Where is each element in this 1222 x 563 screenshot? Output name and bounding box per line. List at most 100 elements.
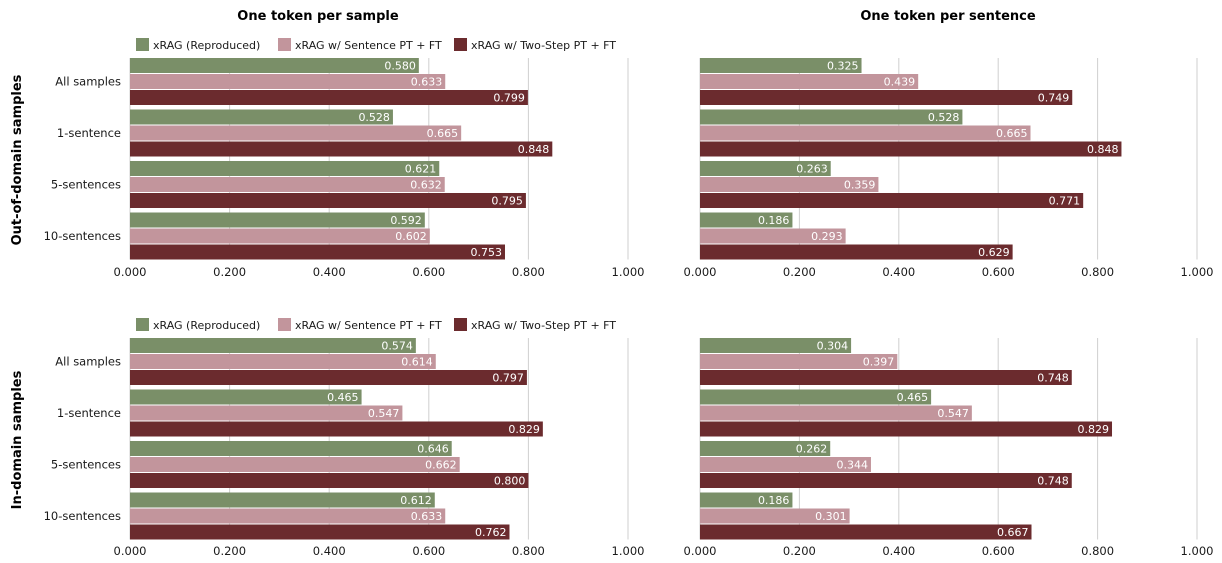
bar-value-label: 0.748 (1037, 372, 1069, 385)
bar (130, 58, 419, 73)
bar (130, 177, 445, 192)
chart-panel-1: 0.000 0.200 0.400 0.600 0.800 1.000 All sample… (44, 38, 644, 279)
bar-value-label: 0.574 (381, 340, 413, 353)
chart-panel-3: 0.000 0.200 0.400 0.600 0.800 1.000 All sample… (44, 318, 644, 558)
bar-value-label: 0.667 (997, 526, 1029, 539)
bar-value-label: 0.465 (327, 391, 359, 404)
legend-swatch (136, 318, 149, 331)
bar-value-label: 0.262 (796, 443, 828, 456)
bar-value-label: 0.439 (884, 76, 916, 89)
bar-value-label: 0.753 (470, 246, 502, 259)
bar (130, 228, 430, 244)
bar (700, 370, 1072, 385)
bar-value-label: 0.633 (411, 76, 443, 89)
bar-value-label: 0.325 (827, 60, 859, 73)
bar (700, 508, 850, 524)
bar-value-label: 0.632 (410, 179, 442, 192)
bar (130, 389, 362, 405)
bar-value-label: 0.797 (492, 372, 524, 385)
x-tick-label: 0.800 (512, 544, 545, 558)
bar (130, 161, 440, 176)
bar (700, 141, 1122, 157)
bar (700, 193, 1084, 208)
bar (130, 370, 527, 385)
bar-value-label: 0.762 (475, 526, 507, 539)
x-tick-label: 0.600 (982, 265, 1015, 279)
bar (130, 141, 553, 157)
bar (700, 125, 1031, 141)
bar-value-label: 0.304 (817, 340, 849, 353)
category-label: 5-sentences (51, 178, 121, 192)
x-tick-label: 0.400 (882, 544, 915, 558)
bar-value-label: 0.662 (425, 459, 457, 472)
x-tick-label: 0.200 (783, 265, 816, 279)
x-tick-label: 0.200 (783, 544, 816, 558)
bar (130, 524, 510, 540)
bar-value-label: 0.547 (368, 407, 400, 420)
column-title-per-sentence: One token per sentence (860, 9, 1036, 24)
x-tick-label: 0.600 (412, 265, 445, 279)
bar (130, 338, 416, 353)
bar (130, 405, 403, 421)
x-tick-label: 0.800 (1081, 265, 1114, 279)
bar (130, 473, 529, 488)
bar (700, 492, 793, 508)
bar (700, 109, 963, 125)
bar-value-label: 0.602 (395, 230, 427, 243)
bar (130, 457, 460, 472)
bar (700, 212, 793, 228)
bar (130, 508, 446, 524)
bar (130, 125, 462, 141)
bar (700, 90, 1073, 105)
bar (700, 228, 846, 244)
bar (700, 457, 871, 472)
x-tick-label: 0.200 (213, 265, 246, 279)
category-label: All samples (55, 355, 121, 369)
bar (130, 109, 393, 125)
chart-panel-4: 0.000 0.200 0.400 0.600 0.800 1.000 0.304 0.397… (684, 338, 1214, 558)
bar (130, 193, 526, 208)
column-title-per-sample: One token per sample (237, 9, 399, 24)
legend-label: xRAG (Reproduced) (153, 39, 260, 52)
bar-value-label: 0.612 (400, 494, 432, 507)
legend-swatch (454, 38, 467, 51)
bar-value-label: 0.547 (937, 407, 969, 420)
bar (130, 421, 543, 437)
chart-panel-2: 0.000 0.200 0.400 0.600 0.800 1.000 0.325 0.439… (684, 58, 1214, 279)
x-tick-label: 0.400 (313, 544, 346, 558)
bar (700, 244, 1013, 260)
bar-value-label: 0.748 (1037, 475, 1069, 488)
x-tick-label: 0.000 (684, 265, 717, 279)
bar-value-label: 0.614 (401, 356, 433, 369)
bar (130, 492, 435, 508)
category-label: 1-sentence (57, 126, 121, 140)
category-label: 10-sentences (44, 509, 121, 523)
bar (700, 421, 1113, 437)
bar-value-label: 0.665 (996, 127, 1028, 140)
bar-value-label: 0.528 (928, 111, 960, 124)
x-tick-label: 1.000 (1181, 544, 1214, 558)
bar-value-label: 0.465 (897, 391, 929, 404)
bar-value-label: 0.621 (405, 163, 437, 176)
bar (130, 354, 436, 369)
category-label: 1-sentence (57, 406, 121, 420)
bar-value-label: 0.665 (427, 127, 459, 140)
bar-value-label: 0.800 (494, 475, 526, 488)
bar (700, 161, 831, 176)
bar-value-label: 0.829 (1078, 423, 1110, 436)
bar-value-label: 0.592 (390, 214, 422, 227)
x-tick-label: 0.000 (114, 265, 147, 279)
bar-value-label: 0.795 (491, 195, 523, 208)
bar (700, 389, 932, 405)
x-tick-label: 0.000 (114, 544, 147, 558)
bar (700, 524, 1032, 540)
bar-value-label: 0.344 (836, 459, 868, 472)
bar-value-label: 0.580 (384, 60, 416, 73)
legend-swatch (278, 318, 291, 331)
bar (700, 177, 879, 192)
x-tick-label: 1.000 (1181, 265, 1214, 279)
bar-value-label: 0.293 (811, 230, 843, 243)
bar-value-label: 0.528 (358, 111, 390, 124)
legend-swatch (278, 38, 291, 51)
